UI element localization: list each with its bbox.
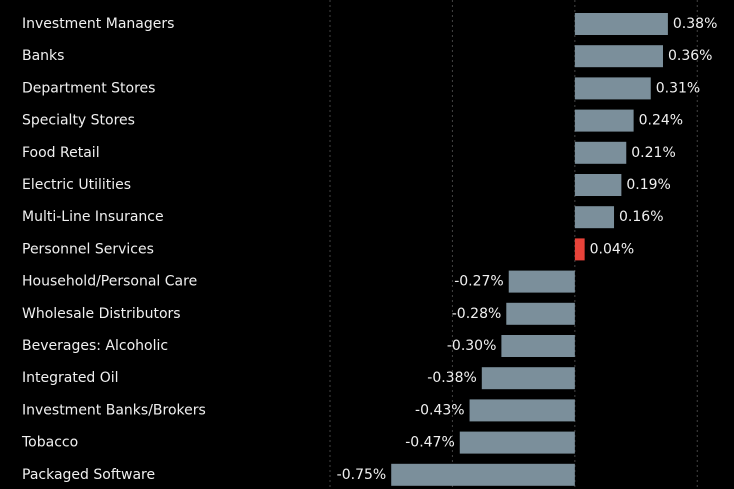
value-label: -0.43%: [415, 402, 465, 418]
category-label: Wholesale Distributors: [22, 306, 181, 322]
category-label: Electric Utilities: [22, 177, 131, 193]
category-label: Integrated Oil: [22, 370, 119, 386]
value-label: -0.75%: [337, 467, 387, 483]
bar: [508, 270, 575, 293]
category-label: Tobacco: [21, 435, 78, 451]
bar: [574, 109, 634, 132]
bar: [574, 13, 668, 35]
value-label: 0.36%: [668, 48, 712, 64]
value-label: -0.30%: [447, 338, 497, 354]
category-label: Household/Personal Care: [22, 274, 197, 290]
value-label: -0.47%: [405, 435, 455, 451]
category-label: Banks: [22, 48, 64, 64]
value-label: 0.24%: [639, 113, 683, 129]
category-label: Packaged Software: [22, 467, 155, 483]
bar: [391, 463, 575, 486]
value-label: 0.19%: [626, 177, 670, 193]
value-label: -0.28%: [452, 306, 502, 322]
category-label: Investment Managers: [22, 16, 174, 32]
value-label: 0.16%: [619, 209, 663, 225]
bar: [481, 367, 575, 390]
category-label: Beverages: Alcoholic: [22, 338, 168, 354]
value-label: 0.38%: [673, 16, 717, 32]
bar: [574, 174, 622, 196]
category-label: Multi-Line Insurance: [22, 209, 164, 225]
value-label: -0.38%: [427, 370, 477, 386]
category-label: Investment Banks/Brokers: [22, 402, 206, 418]
bar: [469, 399, 575, 422]
value-label: 0.04%: [590, 241, 634, 257]
value-label: 0.31%: [656, 80, 700, 96]
bar: [574, 77, 651, 100]
bar: [574, 45, 663, 68]
value-label: -0.27%: [454, 274, 504, 290]
category-label: Department Stores: [22, 80, 155, 96]
bar: [501, 335, 575, 357]
category-label: Specialty Stores: [22, 113, 135, 129]
category-label: Food Retail: [22, 145, 100, 161]
bar: [574, 141, 627, 164]
bar: [574, 206, 615, 229]
bar: [459, 431, 575, 454]
bar: [574, 238, 585, 261]
value-label: 0.21%: [631, 145, 675, 161]
category-label: Personnel Services: [22, 241, 154, 257]
bar: [506, 302, 575, 325]
